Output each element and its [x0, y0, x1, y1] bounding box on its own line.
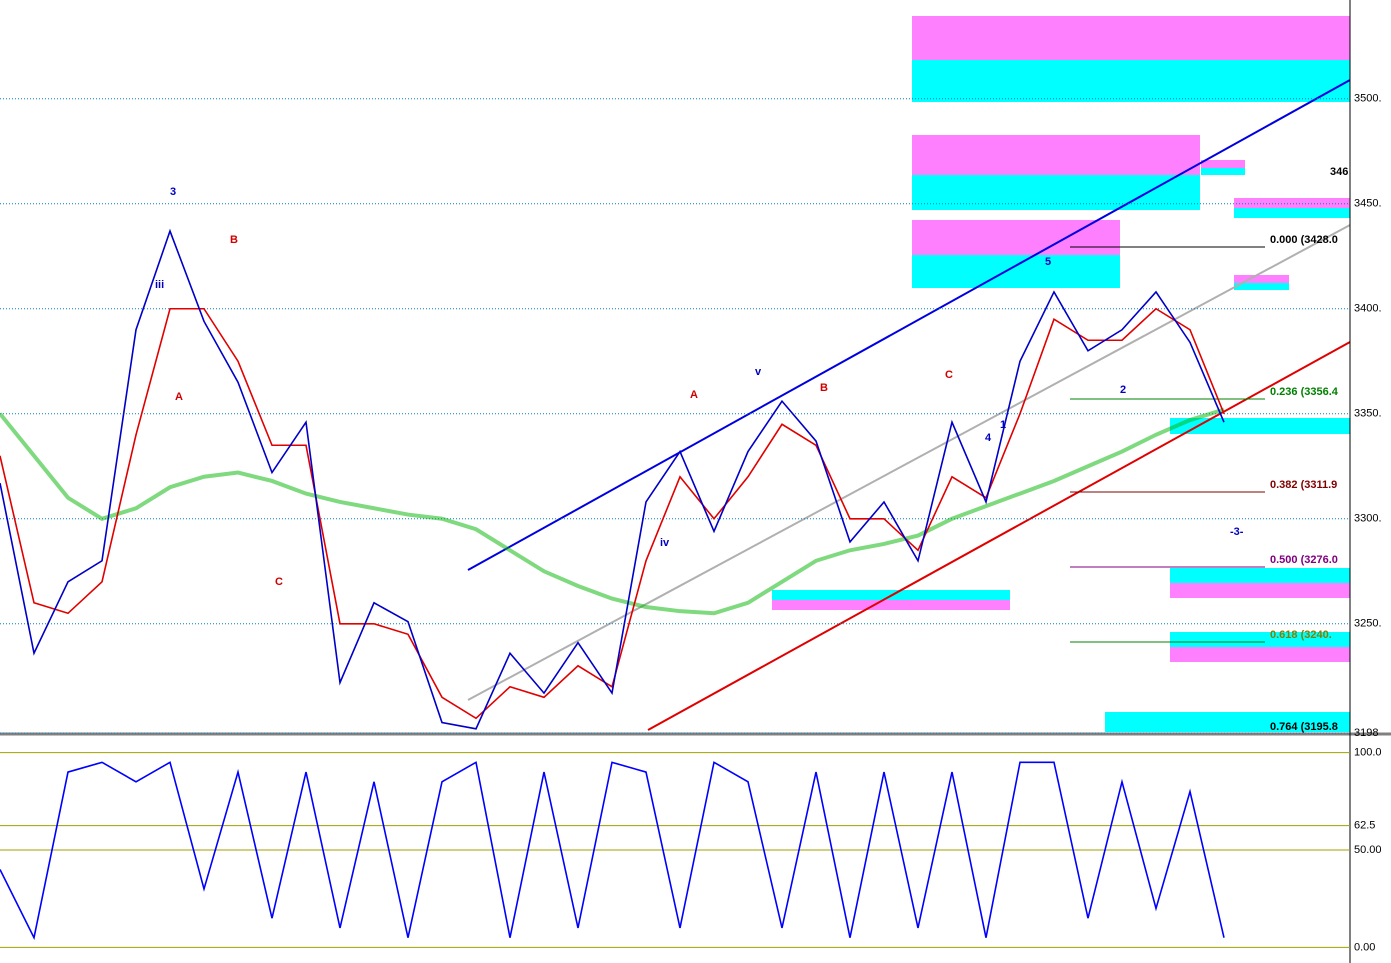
annotation: 3 [170, 186, 176, 198]
annotation: 0.500 (3276.0 [1270, 554, 1338, 566]
y-tick-label: 3400. [1354, 303, 1382, 315]
annotation: 5 [1045, 256, 1051, 268]
annotation: C [275, 576, 283, 588]
series-line [0, 761, 1225, 941]
y-tick-label: 3500. [1354, 93, 1382, 105]
annotation: 346 [1330, 166, 1348, 178]
y-tick-label: 62.5 [1354, 820, 1375, 832]
series-line [0, 407, 1225, 616]
annotation: 1 [1000, 419, 1006, 431]
y-tick-label: 3450. [1354, 198, 1382, 210]
y-tick-label: 3250. [1354, 618, 1382, 630]
annotation: iii [155, 279, 164, 291]
annotation: iv [660, 537, 670, 549]
annotation: -3- [1230, 526, 1244, 538]
y-tick-label: 3350. [1354, 408, 1382, 420]
annotation: A [175, 391, 183, 403]
annotation: 0.236 (3356.4 [1270, 386, 1339, 398]
annotation: 4 [985, 432, 992, 444]
annotation: 0.618 (3240. [1270, 629, 1332, 641]
annotation: C [945, 369, 953, 381]
annotation: 0.764 (3195.8 [1270, 721, 1338, 733]
annotation: 0.000 (3428.0 [1270, 234, 1338, 246]
annotation: v [755, 366, 762, 378]
trend-lines [467, 79, 1351, 731]
annotation: B [230, 234, 238, 246]
y-tick-label: 100.0 [1354, 746, 1382, 758]
annotation: 0.382 (3311.9 [1270, 479, 1337, 491]
annotation: 2 [1120, 384, 1126, 396]
annotation: B [820, 382, 828, 394]
y-tick-label: 3198 [1354, 727, 1378, 739]
series-line [0, 228, 1225, 730]
series-line [0, 307, 1225, 720]
y-tick-label: 0.00 [1354, 941, 1375, 953]
y-tick-label: 50.00 [1354, 844, 1382, 856]
annotation: A [690, 389, 698, 401]
y-tick-label: 3300. [1354, 513, 1382, 525]
